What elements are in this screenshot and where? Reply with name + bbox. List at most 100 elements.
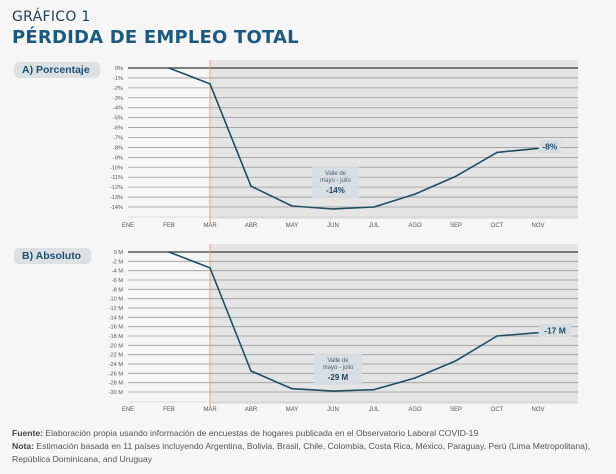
- data-point: [496, 335, 498, 337]
- data-point: [168, 67, 170, 69]
- y-tick-label: -14 M: [109, 315, 124, 321]
- x-tick-label: JUN: [327, 223, 339, 229]
- x-tick-label: AGO: [408, 407, 422, 413]
- y-tick-label: -26 M: [109, 371, 124, 377]
- x-tick-label: AGO: [408, 223, 422, 229]
- y-tick-label: -30 M: [109, 390, 124, 396]
- data-point: [168, 251, 170, 253]
- x-tick-label: MAR: [203, 223, 217, 229]
- footer-notes: Fuente: Elaboración propia usando inform…: [12, 427, 607, 466]
- data-point: [332, 390, 334, 392]
- y-tick-label: -12 M: [109, 306, 124, 312]
- x-tick-label: JUN: [327, 407, 339, 413]
- x-tick-label: ENE: [122, 223, 134, 229]
- valley-annotation-text: mayo - julio: [320, 178, 351, 184]
- data-point: [250, 370, 252, 372]
- y-tick-label: -4 M: [112, 269, 124, 275]
- data-point: [373, 388, 375, 391]
- note-label: Nota:: [12, 441, 34, 451]
- data-point: [291, 387, 293, 390]
- y-tick-label: -8 M: [112, 287, 124, 293]
- y-tick-label: -20 M: [109, 343, 124, 349]
- chart-title: PÉRDIDA DE EMPLEO TOTAL: [12, 27, 299, 48]
- x-tick-label: MAY: [286, 407, 299, 413]
- data-point: [373, 206, 375, 208]
- source-line: Fuente: Elaboración propia usando inform…: [12, 427, 607, 440]
- shaded-region: [210, 60, 578, 219]
- note-text: Estimación basada en 11 países incluyend…: [12, 441, 591, 464]
- x-tick-label: ABR: [245, 407, 258, 413]
- data-point: [455, 359, 457, 362]
- data-point: [209, 267, 211, 269]
- x-tick-label: MAY: [286, 223, 299, 229]
- data-point: [537, 147, 539, 150]
- data-point: [250, 185, 252, 187]
- panel-label-absolute: B) Absoluto: [14, 248, 92, 264]
- valley-annotation-text: mayo - julio: [323, 365, 354, 371]
- y-tick-label: -2%: [113, 86, 123, 92]
- valley-annotation-value: -29 M: [328, 373, 349, 382]
- x-tick-label: NOV: [531, 407, 544, 413]
- y-tick-label: -22 M: [109, 353, 124, 359]
- y-tick-label: -5%: [113, 116, 123, 122]
- end-value-box: [539, 324, 571, 337]
- x-tick-label: OCT: [491, 223, 504, 229]
- source-label: Fuente:: [12, 428, 44, 438]
- source-text: Elaboración propia usando información de…: [43, 428, 479, 438]
- data-point: [209, 83, 211, 85]
- data-point: [455, 175, 457, 178]
- y-tick-label: -11%: [110, 175, 123, 181]
- y-tick-label: -18 M: [109, 334, 124, 340]
- valley-annotation-box: [312, 167, 359, 198]
- valley-annotation-text: Valle de: [325, 171, 347, 177]
- y-tick-label: -12%: [110, 185, 123, 191]
- y-tick-label: -10%: [110, 165, 123, 171]
- data-point: [496, 151, 498, 154]
- y-tick-label: -28 M: [109, 381, 124, 387]
- y-tick-label: -16 M: [109, 325, 124, 331]
- y-tick-label: 0%: [115, 66, 123, 72]
- y-tick-label: -10 M: [109, 297, 124, 303]
- x-tick-label: JUL: [369, 223, 380, 229]
- valley-annotation-box: [314, 354, 362, 385]
- x-tick-label: NOV: [531, 223, 544, 229]
- y-tick-label: -24 M: [109, 362, 124, 368]
- y-tick-label: -2 M: [112, 259, 124, 265]
- x-tick-label: SEP: [450, 407, 462, 413]
- y-tick-label: -7%: [113, 136, 123, 142]
- y-tick-label: -4%: [113, 106, 123, 112]
- end-value-box: [539, 140, 561, 153]
- data-point: [291, 205, 293, 207]
- y-tick-label: -6%: [113, 126, 123, 132]
- y-tick-label: -9%: [113, 155, 123, 161]
- series-line: [168, 251, 539, 392]
- chart-kicker: GRÁFICO 1: [12, 9, 91, 25]
- data-point: [332, 208, 334, 210]
- chart-panel-0: 0% -1% -2% -3% -4% -5% -6% -7% -8% -9% -10% -11% -12…: [110, 60, 578, 229]
- x-tick-label: ENE: [122, 407, 134, 413]
- data-point: [414, 193, 416, 195]
- x-tick-label: MAR: [203, 407, 217, 413]
- end-value-label: -8%: [542, 142, 558, 152]
- x-tick-label: OCT: [491, 407, 504, 413]
- y-tick-label: -6 M: [112, 278, 124, 284]
- panel-label-percentage: A) Porcentaje: [14, 62, 100, 78]
- y-tick-label: -3%: [113, 96, 123, 102]
- valley-annotation-text: Valle de: [327, 358, 349, 364]
- y-tick-label: -13%: [110, 195, 123, 201]
- x-tick-label: FEB: [163, 223, 175, 229]
- shaded-region: [210, 244, 578, 404]
- data-point: [537, 331, 539, 334]
- x-tick-label: SEP: [450, 223, 462, 229]
- data-point: [414, 377, 416, 379]
- x-tick-label: ABR: [245, 223, 258, 229]
- series-line: [168, 67, 539, 210]
- x-tick-label: FEB: [163, 407, 175, 413]
- x-tick-label: JUL: [369, 407, 380, 413]
- valley-annotation-value: -14%: [326, 186, 345, 195]
- end-value-label: -17 M: [544, 326, 566, 336]
- chart-panel-1: 0 M -2 M -4 M -6 M -8 M -10 M -12 M -14 M -16 M -…: [109, 244, 578, 413]
- note-line: Nota: Estimación basada en 11 países inc…: [12, 440, 607, 466]
- y-tick-label: -1%: [113, 76, 123, 82]
- y-tick-label: -8%: [113, 145, 123, 151]
